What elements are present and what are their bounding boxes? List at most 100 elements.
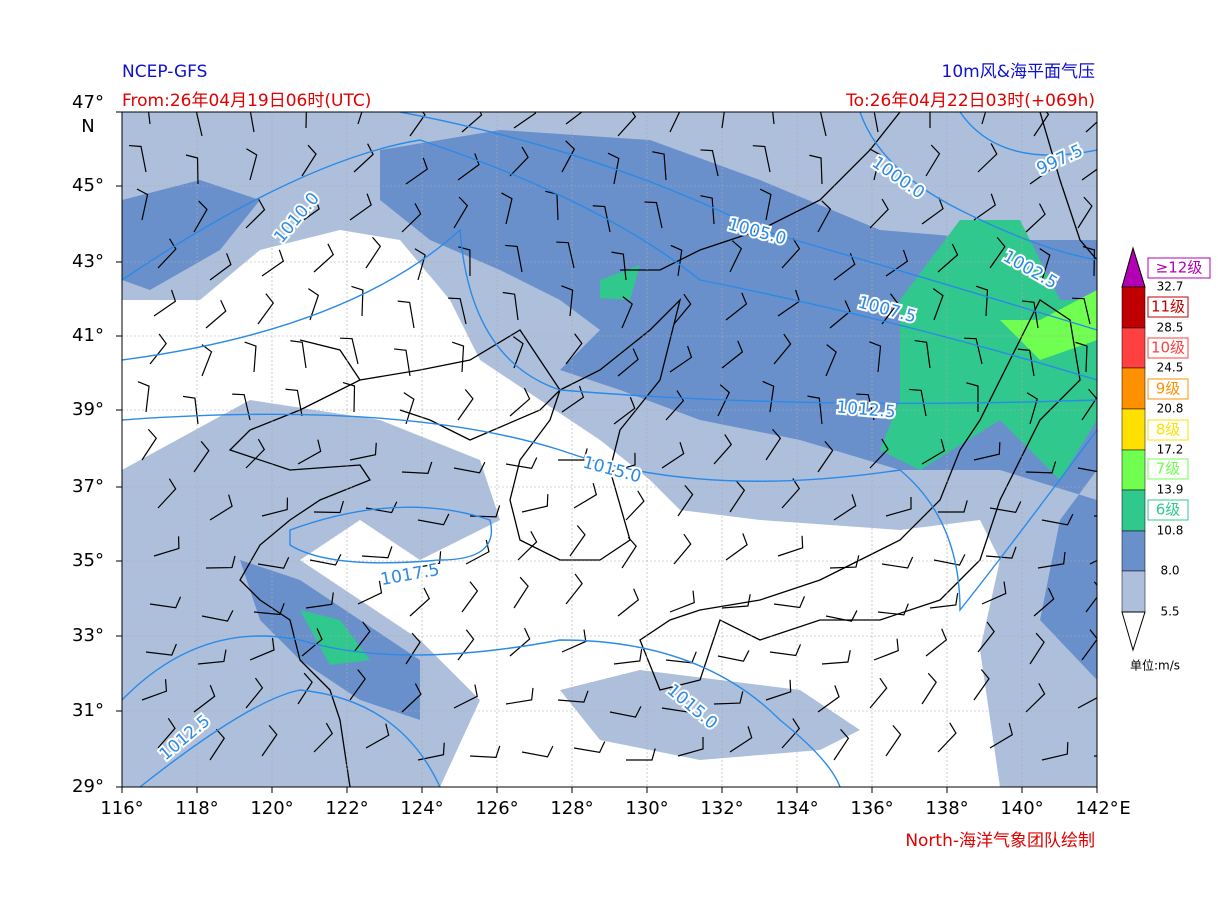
wind-barb: [509, 627, 531, 657]
wind-barb: [517, 531, 538, 561]
wind-barb: [305, 592, 334, 609]
wind-barb: [128, 144, 147, 173]
wind-barb: [914, 339, 931, 369]
wind-barb: [417, 513, 450, 526]
wind-barb: [565, 333, 583, 365]
wind-barb: [1082, 246, 1096, 277]
wind-barb: [1075, 341, 1088, 373]
colorbar-bin: [1121, 367, 1146, 410]
wind-barb: [205, 299, 227, 329]
wind-barb: [1037, 551, 1066, 569]
wind-barb: [409, 112, 426, 137]
wind-barb: [929, 593, 959, 609]
grade-label: ≥12级: [1156, 259, 1203, 277]
wind-barb: [261, 249, 285, 277]
wind-barb: [873, 112, 879, 133]
wind-barb: [357, 580, 383, 605]
wind-barb: [1033, 587, 1055, 617]
grade-label: 8级: [1156, 421, 1181, 439]
colorbar-bound: 8.0: [1160, 564, 1179, 578]
wind-barb: [1077, 467, 1097, 473]
wind-barb: [1093, 755, 1097, 757]
colorbar-bin: [1121, 489, 1146, 532]
wind-barb: [869, 198, 889, 229]
colorbar-bound: 20.8: [1157, 402, 1184, 416]
wind-barb: [973, 193, 996, 221]
grade-box: [1147, 257, 1211, 279]
wind-barb: [305, 112, 307, 129]
wind-barb: [669, 112, 681, 133]
wind-barb: [1093, 515, 1097, 517]
wind-barb: [1081, 168, 1097, 181]
wind-barb: [877, 603, 909, 616]
wind-barb: [313, 243, 335, 273]
wind-barb: [729, 480, 746, 513]
lon-tick-label: 120°: [250, 798, 293, 819]
wind-barb: [1021, 300, 1039, 329]
wind-barb: [565, 112, 583, 125]
wind-barb: [661, 442, 685, 469]
wind-barb: [609, 452, 636, 473]
wind-barb: [246, 148, 258, 181]
wind-barb: [669, 590, 695, 613]
wind-barb: [937, 722, 957, 753]
wind-barb: [209, 728, 226, 761]
grade-box: [1147, 296, 1189, 318]
wind-barb: [297, 672, 313, 705]
wind-barb: [759, 188, 772, 221]
wind-barb: [353, 143, 374, 173]
wind-barb: [505, 244, 523, 273]
wind-barb: [361, 546, 393, 559]
wind-barb: [989, 722, 1014, 749]
wind-barb: [1041, 742, 1069, 761]
wind-barb: [308, 288, 320, 321]
wind-barb: [717, 650, 750, 662]
wind-barb: [769, 644, 802, 657]
wind-barb: [781, 478, 801, 509]
wind-barb: [1029, 632, 1045, 665]
wind-barb: [413, 551, 442, 569]
wind-barb: [1085, 121, 1097, 133]
wind-barb: [297, 197, 320, 225]
lon-tick-label: 126°: [475, 798, 518, 819]
lat-tick-label: 45°: [72, 175, 104, 196]
wind-barb: [245, 677, 264, 709]
wind-barb: [461, 581, 479, 613]
wind-barb: [201, 344, 213, 377]
wind-barb: [561, 140, 576, 173]
wind-barb: [349, 442, 377, 461]
wind-barb: [353, 621, 371, 653]
wind-barb: [937, 500, 968, 513]
wind-barb: [209, 494, 233, 521]
valid-time: To:26年04月22日03时(+069h): [845, 91, 1095, 111]
wind-barb: [964, 337, 983, 365]
wind-barb: [881, 293, 899, 325]
wind-barb: [669, 345, 693, 373]
wind-barb: [881, 556, 914, 569]
lat-tick-label: 41°: [72, 325, 104, 346]
wind-barb: [145, 643, 177, 656]
wind-barb: [869, 677, 888, 709]
colorbar-bottom: [1121, 611, 1146, 652]
grid: [122, 112, 1097, 787]
wind-barb: [819, 112, 827, 137]
lat-tick-label: 47°: [72, 92, 104, 113]
wind-barb: [985, 546, 1017, 559]
wind-barb: [773, 333, 792, 365]
wind-barb: [313, 500, 345, 514]
wind-barb: [556, 241, 575, 269]
wind-barb: [1072, 297, 1091, 325]
wind-barb: [244, 341, 257, 373]
wind-barb: [342, 382, 356, 413]
colorbar: 32.7 28.5 24.5 20.8 17.2 13.9 10.8 8.0 5.5 ≥12级 11…: [1121, 246, 1211, 652]
wind-barb: [501, 192, 513, 225]
wind-barb: [933, 554, 966, 566]
wind-barb: [929, 112, 931, 129]
wind-barb: [232, 393, 251, 421]
wind-barb: [721, 340, 744, 369]
wind-barb: [257, 293, 275, 325]
wind-barb: [670, 244, 683, 277]
wind-barb: [201, 610, 234, 622]
wind-barb: [717, 384, 730, 417]
wind-barb: [781, 718, 801, 749]
